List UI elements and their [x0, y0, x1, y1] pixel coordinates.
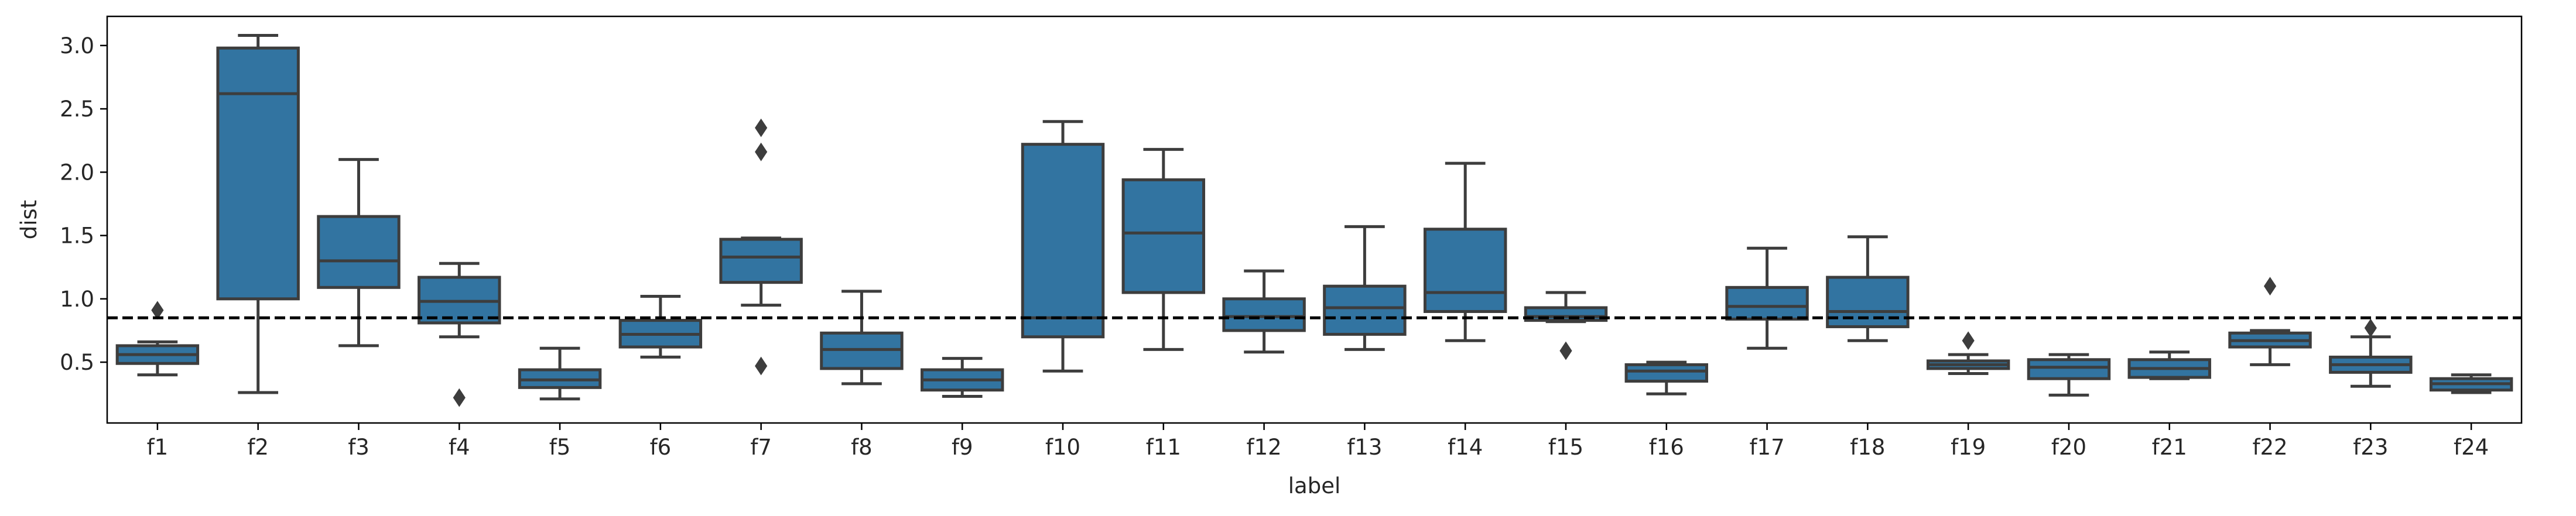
box-f21 — [2127, 350, 2211, 380]
outlier-point — [755, 356, 768, 376]
iqr-box — [2027, 358, 2111, 380]
box-f5 — [518, 346, 602, 401]
box-f16 — [1624, 360, 1708, 395]
y-tick-label: 1.5 — [60, 223, 94, 249]
iqr-box — [1423, 228, 1507, 313]
y-tick-label: 0.5 — [60, 350, 94, 375]
iqr-box — [317, 215, 401, 289]
outlier-point — [755, 118, 768, 137]
y-axis-ticks: 0.5 1.0 1.5 2.0 2.5 3.0 — [60, 33, 107, 375]
box-f10 — [1021, 120, 1105, 373]
box-f17 — [1725, 246, 1809, 350]
outlier-point — [2364, 318, 2377, 338]
iqr-box — [1624, 363, 1708, 383]
y-tick-label: 1.0 — [60, 287, 94, 312]
outlier-point — [1559, 341, 1572, 360]
x-tick-label: f22 — [2252, 435, 2287, 460]
y-tick-label: 2.0 — [60, 160, 94, 185]
x-tick-label: f19 — [1951, 435, 1986, 460]
box-f19 — [1926, 331, 2010, 376]
x-tick-label: f20 — [2051, 435, 2086, 460]
outlier-point — [755, 142, 768, 161]
x-tick-label: f18 — [1850, 435, 1885, 460]
x-tick-label: f9 — [952, 435, 973, 460]
x-tick-label: f10 — [1045, 435, 1080, 460]
x-tick-label: f8 — [851, 435, 873, 460]
box-f8 — [820, 290, 904, 386]
x-tick-label: f1 — [147, 435, 169, 460]
x-tick-label: f24 — [2454, 435, 2489, 460]
box-f4 — [418, 262, 501, 407]
iqr-box — [1323, 284, 1407, 336]
x-tick-label: f4 — [449, 435, 470, 460]
y-tick-label: 3.0 — [60, 33, 94, 59]
iqr-box — [1121, 178, 1206, 294]
iqr-box — [1021, 143, 1105, 339]
box-f9 — [921, 357, 1004, 398]
iqr-box — [1222, 297, 1306, 332]
x-axis-ticks: f1 f2 f3 f4 f5 f6 f7 f8 f9 f10 f11 f12 f13 f14 f15 f16 f… — [147, 423, 2489, 460]
box-f2 — [216, 33, 300, 394]
x-tick-label: f3 — [348, 435, 370, 460]
box-f7 — [719, 118, 803, 376]
outlier-point — [1962, 331, 1975, 350]
box-f12 — [1222, 269, 1306, 354]
x-tick-label: f23 — [2353, 435, 2388, 460]
x-tick-label: f2 — [247, 435, 269, 460]
box-f6 — [618, 294, 703, 359]
x-tick-label: f13 — [1347, 435, 1382, 460]
iqr-box — [719, 238, 803, 284]
box-f1 — [115, 301, 200, 377]
plot-frame — [106, 15, 2523, 424]
box-series — [115, 33, 2513, 407]
box-f11 — [1121, 147, 1206, 351]
x-tick-label: f7 — [750, 435, 772, 460]
y-tick-label: 2.5 — [60, 97, 94, 122]
outlier-point — [453, 388, 466, 407]
box-f18 — [1826, 235, 1910, 342]
box-f20 — [2027, 353, 2111, 397]
iqr-box — [1725, 285, 1809, 321]
box-f23 — [2329, 318, 2413, 388]
x-tick-label: f15 — [1548, 435, 1583, 460]
x-tick-label: f11 — [1146, 435, 1181, 460]
x-tick-label: f12 — [1247, 435, 1282, 460]
box-f22 — [2228, 277, 2312, 366]
x-tick-label: f14 — [1448, 435, 1483, 460]
y-axis-label: dist — [16, 200, 42, 240]
outlier-point — [2263, 277, 2277, 296]
x-tick-label: f21 — [2152, 435, 2187, 460]
iqr-box — [216, 46, 300, 301]
box-f15 — [1524, 291, 1608, 360]
box-f13 — [1323, 225, 1407, 351]
x-axis-label: label — [1288, 473, 1340, 498]
x-tick-label: f6 — [650, 435, 672, 460]
x-tick-label: f17 — [1750, 435, 1785, 460]
box-f3 — [317, 158, 401, 348]
box-f24 — [2429, 373, 2513, 394]
x-tick-label: f16 — [1649, 435, 1684, 460]
x-tick-label: f5 — [549, 435, 571, 460]
box-f14 — [1423, 161, 1507, 342]
